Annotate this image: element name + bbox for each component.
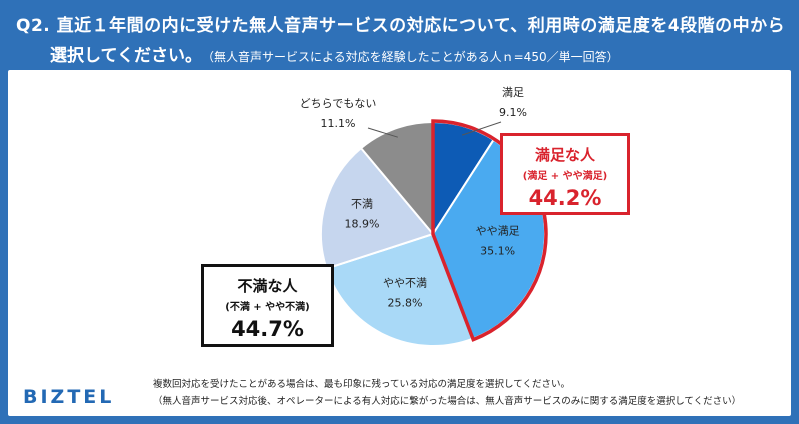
biztel-logo: BIZTEL (23, 386, 115, 408)
pie-slice-label-1: やや満足 (476, 225, 520, 238)
chart-panel: 満足 9.1% やや満足 35.1% やや不満 25.8% 不満 18.9% どちらでもない 11… (8, 70, 791, 416)
pie-slice-value-2: 25.8% (388, 297, 423, 310)
pie-slice-label-0: 満足 (502, 86, 524, 99)
pie-slice-3 (320, 146, 435, 270)
pie-slice-label-3: 不満 (351, 198, 373, 211)
pie-slice-value-4: 11.1% (321, 117, 356, 130)
question-line-2: 選択してください。 （無人音声サービスによる対応を経験したことがある人ｎ=450／… (50, 41, 619, 66)
pie-slice-value-0: 9.1% (499, 106, 527, 119)
pie-slice-label-2: やや不満 (383, 277, 427, 290)
satisfied-callout-percent: 44.2% (528, 186, 602, 210)
dissatisfied-callout-percent: 44.7% (231, 317, 304, 341)
pie-slice-label-4: どちらでもない (300, 97, 377, 110)
satisfied-callout: 満足な人 (満足 + やや満足) 44.2% (500, 133, 630, 215)
footnote-1: 複数回対応を受けたことがある場合は、最も印象に残っている対応の満足度を選択してく… (153, 379, 570, 390)
dissatisfied-callout-sub: (不満 + やや不満) (225, 302, 310, 313)
pie-slice-value-3: 18.9% (345, 218, 380, 231)
satisfied-callout-sub: (満足 + やや満足) (522, 171, 608, 182)
question-note: （無人音声サービスによる対応を経験したことがある人ｎ=450／単一回答） (207, 50, 619, 64)
pie-chart: 満足 9.1% やや満足 35.1% やや不満 25.8% 不満 18.9% どちらでもない 11… (300, 86, 548, 347)
leader-line-0 (461, 121, 502, 136)
footnote-2: （無人音声サービス対応後、オペレーターによる有人対応に繋がった場合は、無人音声サ… (153, 396, 742, 407)
pie-slice-value-1: 35.1% (480, 245, 515, 258)
dissatisfied-callout-title: 不満な人 (237, 277, 298, 295)
question-line-2-text: 選択してください。 (50, 46, 202, 66)
satisfied-callout-title: 満足な人 (534, 146, 595, 164)
dissatisfied-callout: 不満な人 (不満 + やや不満) 44.7% (201, 264, 334, 347)
question-header: Q2. 直近１年間の内に受けた無人音声サービスの対応について、利用時の満足度を4… (0, 0, 799, 70)
question-line-1: Q2. 直近１年間の内に受けた無人音声サービスの対応について、利用時の満足度を4… (16, 16, 786, 36)
leader-line-1 (367, 127, 398, 138)
